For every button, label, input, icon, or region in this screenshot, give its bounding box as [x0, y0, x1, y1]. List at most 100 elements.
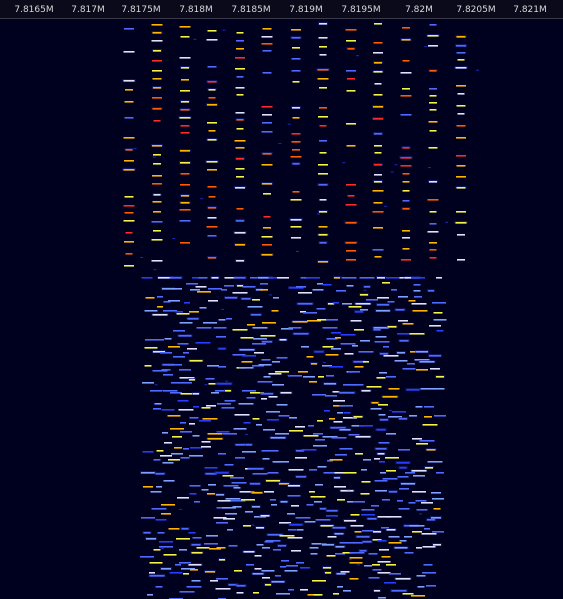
signal-trace — [218, 348, 226, 350]
signal-trace — [206, 226, 218, 228]
signal-trace — [415, 500, 427, 502]
signal-trace — [219, 559, 225, 561]
signal-trace — [159, 546, 173, 548]
signal-trace — [303, 312, 317, 314]
signal-trace — [208, 383, 216, 385]
signal-trace — [374, 133, 382, 135]
signal-trace — [235, 187, 245, 189]
waterfall-canvas[interactable] — [0, 19, 563, 599]
signal-trace — [350, 525, 364, 527]
signal-trace — [160, 352, 172, 354]
signal-trace — [395, 309, 405, 311]
noise-speckle — [154, 384, 158, 386]
signal-trace — [325, 395, 337, 397]
signal-trace — [298, 292, 312, 294]
signal-trace — [258, 364, 272, 366]
signal-trace — [150, 390, 162, 392]
noise-speckle — [424, 46, 428, 48]
signal-trace — [377, 304, 389, 306]
signal-trace — [374, 181, 382, 183]
signal-trace — [191, 552, 203, 554]
signal-trace — [153, 408, 161, 410]
signal-trace — [256, 544, 264, 546]
signal-trace — [318, 164, 328, 166]
signal-trace — [224, 285, 234, 287]
signal-trace — [288, 485, 300, 487]
signal-trace — [216, 336, 226, 338]
signal-trace — [373, 327, 389, 329]
signal-trace — [426, 449, 436, 451]
signal-trace — [427, 519, 435, 521]
signal-trace — [261, 254, 273, 256]
signal-trace — [327, 536, 337, 538]
signal-trace — [301, 449, 317, 451]
signal-trace — [402, 27, 410, 29]
signal-trace — [216, 522, 228, 524]
signal-trace — [158, 277, 172, 279]
signal-trace — [324, 383, 336, 385]
signal-trace — [396, 462, 410, 464]
signal-trace — [292, 191, 300, 193]
waterfall-display[interactable] — [0, 19, 563, 599]
signal-trace — [178, 409, 194, 411]
signal-trace — [207, 235, 217, 237]
signal-trace — [239, 349, 255, 351]
signal-trace — [246, 397, 256, 399]
signal-trace — [423, 564, 433, 566]
signal-trace — [216, 494, 224, 496]
signal-trace — [262, 341, 272, 343]
signal-trace — [456, 187, 466, 189]
signal-trace — [384, 582, 396, 584]
signal-trace — [395, 578, 411, 580]
signal-trace — [429, 325, 441, 327]
signal-trace — [298, 371, 308, 373]
signal-trace — [386, 433, 396, 435]
signal-trace — [140, 556, 154, 558]
signal-trace — [236, 208, 244, 210]
signal-trace — [456, 155, 466, 157]
signal-trace — [144, 365, 152, 367]
signal-trace — [309, 469, 317, 471]
frequency-axis[interactable]: 7.8165M 7.817M 7.8175M 7.818M 7.8185M 7.819M 7… — [0, 0, 563, 19]
signal-trace — [262, 122, 272, 124]
signal-trace — [417, 586, 425, 588]
signal-trace — [250, 483, 260, 485]
signal-trace — [303, 376, 315, 378]
signal-trace — [424, 416, 432, 418]
signal-trace — [343, 412, 351, 414]
signal-trace — [347, 48, 355, 50]
signal-trace — [416, 351, 428, 353]
signal-trace — [433, 388, 445, 390]
signal-trace — [189, 417, 199, 419]
signal-trace — [359, 277, 375, 279]
signal-trace — [456, 36, 466, 38]
signal-trace — [320, 508, 326, 510]
signal-trace — [402, 323, 414, 325]
signal-trace — [258, 277, 272, 279]
signal-trace — [309, 381, 317, 383]
signal-trace — [382, 282, 390, 284]
signal-trace — [290, 199, 302, 201]
signal-trace — [167, 415, 181, 417]
signal-trace — [363, 459, 371, 461]
signal-trace — [402, 248, 410, 250]
signal-trace — [456, 105, 466, 107]
signal-trace — [246, 564, 254, 566]
signal-trace — [402, 60, 410, 62]
frequency-tick-label: 7.817M — [71, 5, 105, 15]
signal-trace — [267, 534, 283, 536]
signal-trace — [189, 311, 199, 313]
signal-trace — [152, 314, 168, 316]
signal-trace — [372, 249, 384, 251]
signal-trace — [300, 567, 310, 569]
signal-trace — [151, 239, 163, 241]
signal-trace — [178, 335, 192, 337]
signal-trace — [286, 565, 298, 567]
signal-trace — [262, 50, 272, 52]
signal-trace — [346, 250, 356, 252]
signal-trace — [416, 547, 422, 549]
signal-trace — [292, 149, 300, 151]
signal-trace — [429, 102, 437, 104]
signal-trace — [292, 81, 300, 83]
signal-trace — [416, 509, 428, 511]
